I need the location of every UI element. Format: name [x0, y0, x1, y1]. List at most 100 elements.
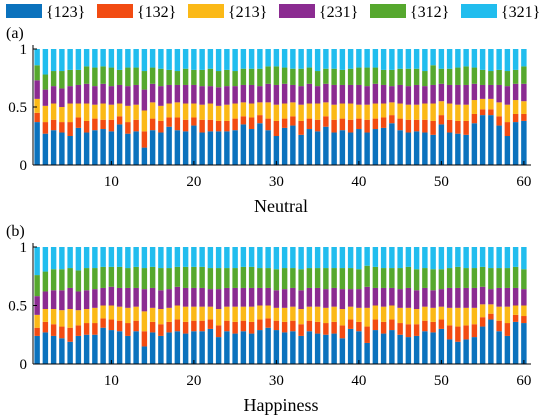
bar-segment-321	[314, 49, 321, 72]
panel-label: (b)	[6, 223, 25, 240]
x-tick-label: 20	[186, 373, 201, 389]
bar-segment-231	[372, 83, 379, 104]
y-tick-label: 0.5	[8, 299, 27, 315]
bar-segment-231	[356, 84, 362, 105]
y-tick-label: 1	[20, 42, 28, 58]
bar-segment-321	[347, 247, 354, 269]
bar-segment-321	[405, 247, 412, 267]
bar-segment-132	[174, 319, 181, 332]
bar-segment-312	[166, 69, 172, 85]
bar-segment-213	[356, 104, 362, 119]
bar-segment-312	[116, 69, 123, 85]
bar-segment-321	[446, 49, 453, 69]
bar-segment-321	[521, 49, 527, 67]
bar-segment-312	[479, 266, 486, 287]
bar-segment-132	[306, 118, 313, 130]
bar-segment-321	[75, 49, 82, 70]
bar-segment-213	[166, 307, 172, 322]
bar-segment-213	[364, 307, 370, 327]
bar-segment-321	[224, 247, 230, 269]
bar-segment-213	[463, 307, 469, 326]
bar-segment-123	[207, 328, 214, 364]
bar-segment-321	[42, 247, 49, 272]
bar-segment-321	[207, 49, 214, 69]
bar-segment-312	[92, 67, 98, 87]
x-tick-label: 30	[269, 174, 284, 190]
bar-segment-132	[232, 118, 238, 131]
x-tick-label: 40	[351, 174, 366, 190]
bar-segment-132	[512, 113, 519, 123]
bar-segment-123	[430, 332, 436, 364]
y-tick-label: 0.5	[8, 100, 27, 116]
bar-segment-213	[290, 306, 296, 321]
bar-segment-132	[496, 320, 502, 332]
bar-segment-312	[207, 268, 214, 290]
bar-segment-231	[422, 86, 428, 104]
bar-segment-132	[182, 321, 189, 334]
bar-segment-213	[166, 103, 172, 118]
bar-segment-123	[389, 123, 395, 165]
bar-segment-132	[42, 321, 49, 333]
bar-segment-312	[199, 266, 205, 288]
bar-segment-123	[521, 323, 527, 364]
bar-segment-123	[479, 326, 486, 364]
bar-segment-123	[116, 331, 123, 364]
bar-segment-213	[446, 103, 453, 120]
bar-segment-123	[422, 132, 428, 165]
bar-segment-312	[158, 68, 164, 87]
bar-segment-132	[248, 117, 255, 130]
bar-segment-213	[75, 103, 82, 118]
bar-segment-312	[248, 266, 255, 288]
bar-segment-123	[504, 136, 511, 165]
bar-segment-123	[240, 331, 247, 364]
bar-segment-321	[133, 247, 139, 267]
bar-segment-231	[158, 290, 164, 310]
bar-segment-312	[232, 268, 238, 288]
bar-segment-213	[174, 305, 181, 320]
bar-segment-123	[521, 120, 527, 165]
bar-segment-231	[116, 287, 123, 307]
bar-segment-312	[67, 268, 73, 288]
bar-segment-231	[463, 84, 469, 105]
bar-segment-213	[50, 103, 57, 120]
bar-segment-321	[323, 247, 329, 269]
bar-segment-231	[347, 289, 354, 307]
bar-segment-123	[182, 131, 189, 165]
bar-segment-321	[446, 247, 453, 269]
bar-segment-213	[512, 100, 519, 114]
bar-segment-321	[463, 247, 469, 269]
bar-segment-213	[339, 309, 346, 326]
bar-segment-231	[273, 290, 280, 308]
bar-segment-132	[331, 119, 337, 133]
bar-segment-132	[397, 323, 403, 335]
bar-segment-321	[364, 49, 370, 68]
bar-segment-321	[479, 247, 486, 267]
bar-segment-123	[364, 132, 370, 165]
bar-segment-321	[347, 49, 354, 69]
bar-segment-213	[232, 103, 238, 119]
bar-segment-123	[108, 330, 115, 364]
bar-segment-312	[42, 271, 49, 292]
bar-segment-123	[281, 332, 288, 364]
bar-segment-231	[182, 287, 189, 307]
bar-segment-312	[430, 269, 436, 291]
bar-segment-213	[314, 103, 321, 120]
bar-segment-132	[413, 324, 420, 336]
bar-segment-123	[141, 147, 148, 165]
bar-segment-321	[174, 247, 181, 267]
bar-segment-132	[125, 323, 131, 336]
bar-segment-123	[125, 133, 131, 165]
bar-segment-312	[290, 68, 296, 85]
bar-segment-321	[512, 49, 519, 70]
bar-segment-132	[240, 116, 247, 125]
bar-segment-321	[158, 247, 164, 269]
bar-segment-312	[331, 268, 337, 288]
x-axis-label: Neutral	[254, 196, 308, 216]
bar-segment-132	[215, 120, 222, 132]
bar-segment-231	[108, 286, 115, 306]
bar-segment-231	[389, 287, 395, 306]
bar-segment-123	[496, 331, 502, 364]
bar-segment-213	[125, 105, 131, 123]
bar-segment-132	[158, 324, 164, 336]
bar-segment-231	[59, 290, 65, 311]
